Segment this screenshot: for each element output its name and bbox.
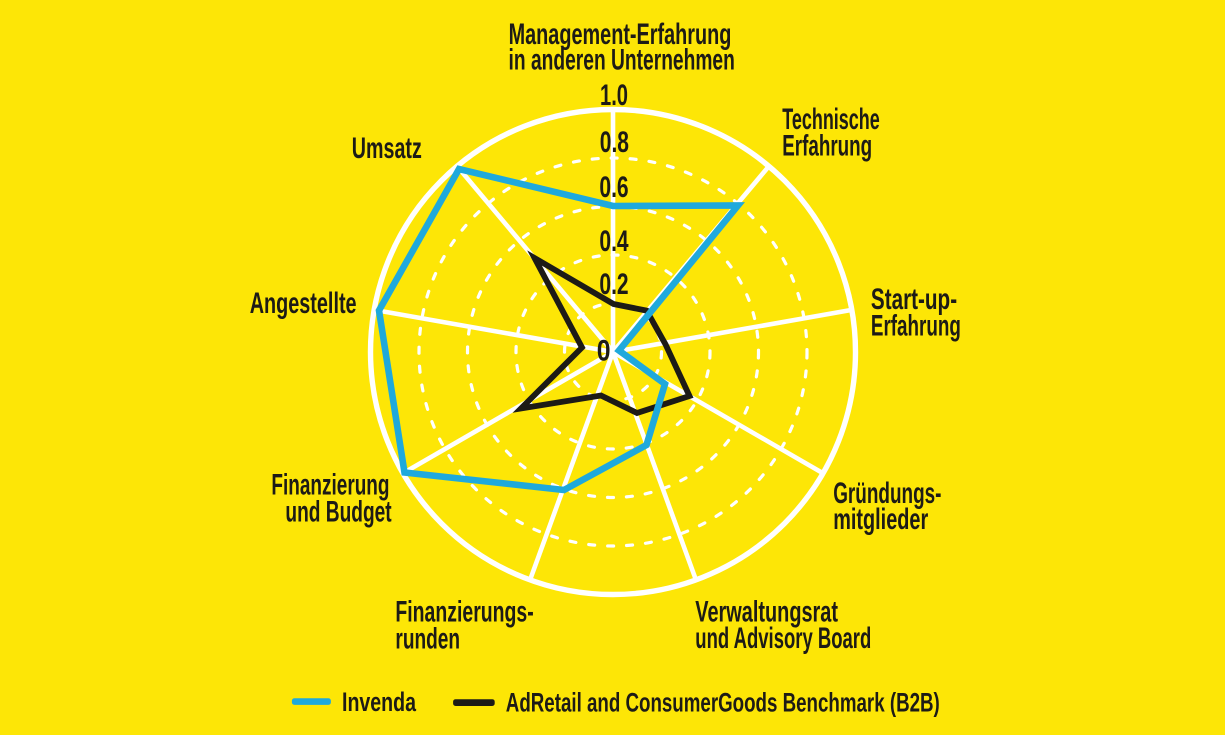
svg-text:Gründungs-: Gründungs- [833,477,941,510]
svg-text:Finanzierungs-: Finanzierungs- [395,596,533,629]
svg-text:Finanzierung: Finanzierung [271,469,389,502]
svg-text:in anderen Unternehmen: in anderen Unternehmen [509,43,735,76]
svg-text:0.8: 0.8 [600,126,629,159]
svg-text:Invenda: Invenda [342,687,417,717]
svg-text:und Budget: und Budget [285,496,391,529]
svg-text:und Advisory Board: und Advisory Board [695,622,871,655]
svg-text:Management-Erfahrung: Management-Erfahrung [509,18,732,51]
svg-text:Umsatz: Umsatz [352,132,422,165]
svg-text:0.6: 0.6 [599,171,628,204]
svg-text:Angestellte: Angestellte [250,287,357,320]
svg-text:0.2: 0.2 [599,268,628,301]
svg-text:Start-up-: Start-up- [871,283,957,316]
svg-text:Erfahrung: Erfahrung [782,130,872,163]
svg-text:Erfahrung: Erfahrung [871,309,961,342]
svg-text:Verwaltungsrat: Verwaltungsrat [695,595,838,628]
svg-text:AdRetail and ConsumerGoods Ben: AdRetail and ConsumerGoods Benchmark (B2… [506,688,940,718]
svg-text:0.4: 0.4 [599,225,628,258]
svg-text:0: 0 [597,335,611,368]
svg-text:mitglieder: mitglieder [833,503,928,536]
svg-text:runden: runden [395,623,460,656]
svg-text:1.0: 1.0 [600,79,628,112]
svg-text:Technische: Technische [782,103,880,136]
